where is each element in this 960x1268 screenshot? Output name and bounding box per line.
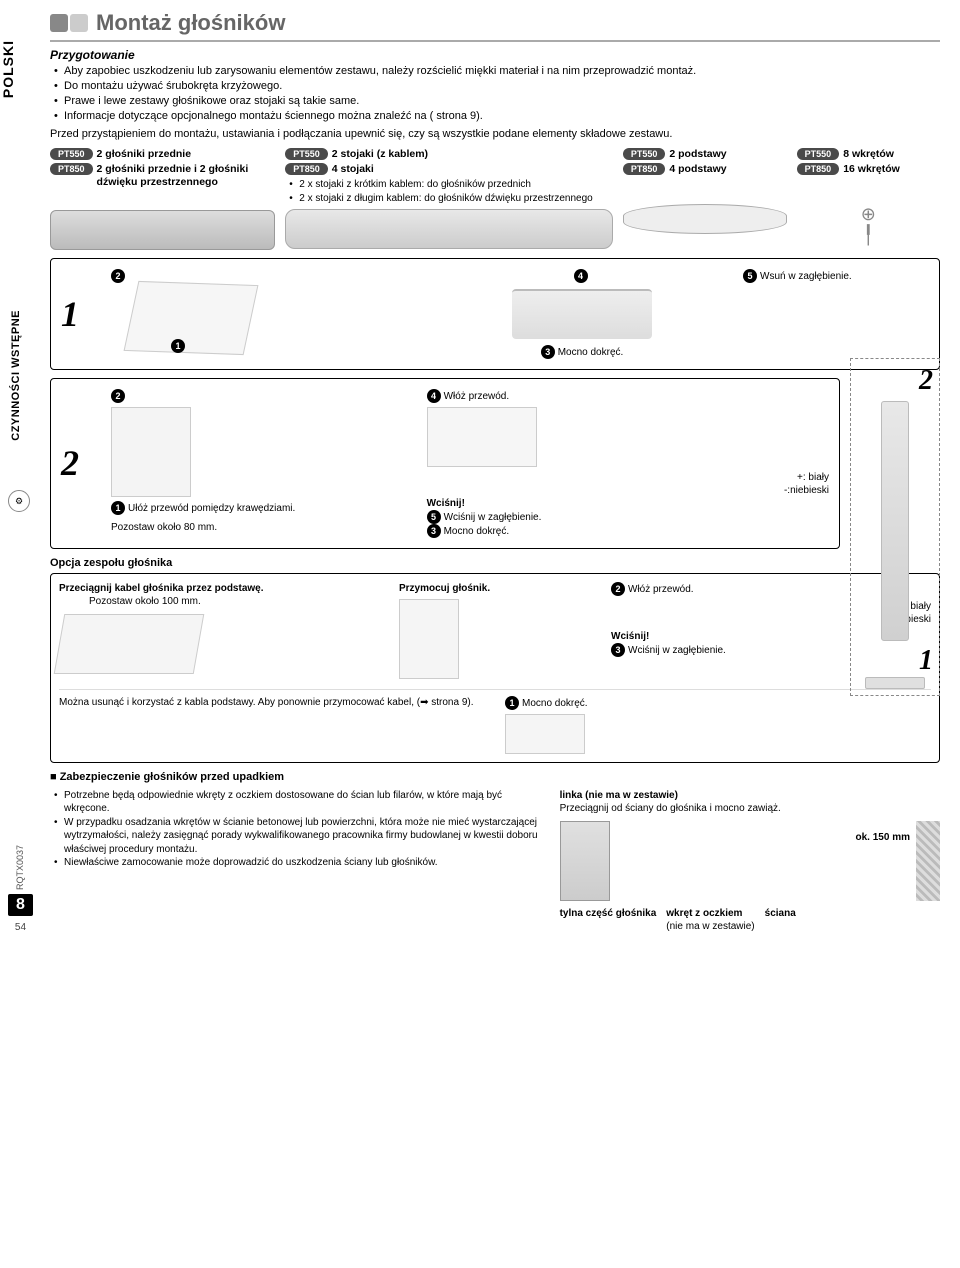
option-heading: Opcja zespołu głośnika <box>50 557 940 569</box>
model-badge: PT550 <box>285 148 328 160</box>
rear-label: tylna część głośnika <box>560 907 657 933</box>
callout-1: 1 <box>505 696 519 710</box>
step-2-box: 2 2 1Ułóż przewód pomiędzy krawędziami. … <box>50 378 840 549</box>
callout-1: 1 <box>111 501 125 515</box>
fall-item: Potrzebne będą odpowiednie wkręty z oczk… <box>54 789 545 816</box>
polarity-plus: +: biały <box>427 471 829 484</box>
callout-4: 4 <box>427 389 441 403</box>
screw-sub: (nie ma w zestawie) <box>666 921 754 932</box>
screw-illustration: ⊕╿ <box>797 204 940 246</box>
step-ref-1: 1 <box>919 645 933 676</box>
option-leave: Pozostaw około 100 mm. <box>89 595 379 608</box>
model-badge: PT850 <box>797 163 840 175</box>
option-diagram <box>399 599 459 679</box>
caption: Ułóż przewód pomiędzy krawędziami. <box>128 503 295 514</box>
cord-label: linka (nie ma w zestawie) <box>560 790 678 801</box>
prep-item: Do montażu używać śrubokręta krzyżowego. <box>54 79 940 94</box>
part-text: 4 podstawy <box>669 163 726 176</box>
step-1-box: 1 2 1 4 3Mocno dokręć. 5Wsuń w zagłębien… <box>50 258 940 370</box>
part-text: 16 wkrętów <box>843 163 900 176</box>
cord-sub: Przeciągnij od ściany do głośnika i mocn… <box>560 802 940 815</box>
precheck-note: Przed przystąpieniem do montażu, ustawia… <box>50 127 940 142</box>
callout-2: 2 <box>611 582 625 596</box>
caption: Wciśnij w zagłębienie. <box>628 645 726 656</box>
press-label: Wciśnij! <box>427 497 829 510</box>
callout-5: 5 <box>743 269 757 283</box>
caption: Włóż przewód. <box>628 584 694 595</box>
sub-page: 54 <box>15 922 26 933</box>
part-sub: 2 x stojaki z długim kablem: do głośnikó… <box>289 192 613 206</box>
side-step-icon: ⚙ <box>8 490 30 512</box>
doc-code: RQTX0037 <box>15 845 25 890</box>
part-text: 4 stojaki <box>332 163 374 176</box>
step-number: 2 <box>61 442 101 484</box>
page-number: 8 <box>8 894 33 916</box>
callout-5: 5 <box>427 510 441 524</box>
fall-heading: ■ Zabezpieczenie głośników przed upadkie… <box>50 771 940 783</box>
stand-illustration <box>285 209 613 249</box>
polarity-minus: -:niebieski <box>427 484 829 497</box>
page-title: Montaż głośników <box>96 10 285 36</box>
section-tab: CZYNNOŚCI WSTĘPNE <box>10 310 22 441</box>
part-text: 2 podstawy <box>669 148 726 161</box>
callout-3: 3 <box>427 524 441 538</box>
speaker-illustration <box>50 210 275 250</box>
model-badge: PT550 <box>797 148 840 160</box>
caption: Mocno dokręć. <box>444 526 510 537</box>
option-pull: Przeciągnij kabel głośnika przez podstaw… <box>59 582 379 595</box>
terminal-diagram <box>427 407 537 467</box>
part-text: 2 głośniki przednie i 2 głośniki dźwięku… <box>97 163 276 189</box>
part-text: 2 głośniki przednie <box>97 148 192 161</box>
model-badge: PT850 <box>623 163 666 175</box>
step-ref-2: 2 <box>919 365 933 396</box>
fall-item: W przypadku osadzania wkrętów w ścianie … <box>54 816 545 857</box>
wall-label: ściana <box>765 907 796 933</box>
step-number: 1 <box>61 293 101 335</box>
callout-2: 2 <box>111 269 125 283</box>
title-icons <box>50 14 88 32</box>
approx-label: ok. 150 mm <box>856 831 910 844</box>
fall-item: Niewłaściwe zamocowanie może doprowadzić… <box>54 856 545 870</box>
option-diagram <box>54 614 205 674</box>
callout-3: 3 <box>541 345 555 359</box>
prep-heading: Przygotowanie <box>50 48 940 62</box>
assembly-diagram <box>111 407 191 497</box>
part-text: 2 stojaki (z kablem) <box>332 148 428 161</box>
tower-panel: 2 1 <box>850 358 940 696</box>
option-note: Można usunąć i korzystać z kabla podstaw… <box>59 696 485 754</box>
callout-2: 2 <box>111 389 125 403</box>
part-sub: 2 x stojaki z krótkim kablem: do głośnik… <box>289 178 613 192</box>
model-badge: PT550 <box>623 148 666 160</box>
callout-4: 4 <box>574 269 588 283</box>
callout-1: 1 <box>171 339 185 353</box>
assembly-diagram <box>124 280 259 354</box>
prep-item: Aby zapobiec uszkodzeniu lub zarysowaniu… <box>54 64 940 79</box>
model-badge: PT850 <box>50 163 93 175</box>
prep-list: Aby zapobiec uszkodzeniu lub zarysowaniu… <box>50 64 940 123</box>
callout-3: 3 <box>611 643 625 657</box>
prep-item: Prawe i lewe zestawy głośnikowe oraz sto… <box>54 94 940 109</box>
model-badge: PT550 <box>50 148 93 160</box>
assembly-diagram <box>512 289 652 339</box>
caption: Włóż przewód. <box>444 391 510 402</box>
caption: Mocno dokręć. <box>522 698 588 709</box>
base-illustration <box>623 204 787 234</box>
option-attach: Przymocuj głośnik. <box>399 582 591 595</box>
leave-note: Pozostaw około 80 mm. <box>111 521 421 534</box>
part-text: 8 wkrętów <box>843 148 894 161</box>
caption: Wciśnij w zagłębienie. <box>444 512 542 523</box>
screw-label: wkręt z oczkiem <box>666 908 742 919</box>
caption: Mocno dokręć. <box>558 347 624 358</box>
prep-item: Informacje dotyczące opcjonalnego montaż… <box>54 109 940 124</box>
caption: Wsuń w zagłębienie. <box>760 271 852 282</box>
fall-diagram: ok. 150 mm <box>560 821 940 901</box>
model-badge: PT850 <box>285 163 328 175</box>
option-diagram <box>505 714 585 754</box>
option-box: Przeciągnij kabel głośnika przez podstaw… <box>50 573 940 763</box>
language-tab: POLSKI <box>0 40 16 98</box>
